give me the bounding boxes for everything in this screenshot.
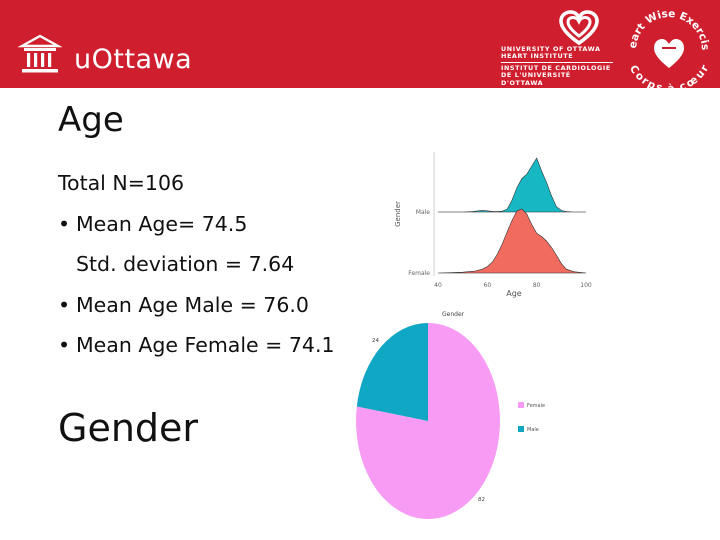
gender-pie-chart: Gender 82 24 Female Male	[356, 311, 545, 519]
density-area-female	[437, 208, 587, 274]
pie-slice-male	[356, 323, 428, 421]
bullet-mean-age-female: • Mean Age Female = 74.1	[58, 325, 335, 366]
ridge-category-label-male: Male	[416, 209, 431, 216]
bullet-icon: •	[58, 292, 71, 317]
heart-institute-text: UNIVERSITY OF OTTAWA HEART INSTITUTE INS…	[501, 45, 613, 87]
ridge-x-tick-label: 60	[484, 282, 492, 289]
uottawa-building-icon	[18, 34, 62, 73]
std-deviation: Std. deviation = 7.64	[58, 244, 335, 285]
pie-slice-female	[356, 323, 501, 519]
legend-label-male: Male	[527, 427, 539, 433]
gender-heading: Gender	[58, 406, 199, 450]
mean-age-text: Mean Age= 74.5	[76, 211, 248, 236]
pie-value-label-male: 24	[372, 338, 379, 344]
age-density-ridge-chart: Gender Age Male Female 40 60 80 100	[394, 152, 592, 298]
institute-line-en-2: HEART INSTITUTE	[501, 52, 574, 61]
heart-hand-icon	[654, 39, 684, 68]
ridge-x-tick-label: 40	[434, 282, 442, 289]
legend-label-female: Female	[527, 403, 545, 409]
ridge-marks: Male Female 40 60 80 100	[408, 157, 592, 289]
bullet-icon: •	[58, 333, 71, 357]
mean-age-female-text: Mean Age Female = 74.1	[76, 333, 335, 357]
university-name: uOttawa	[74, 44, 193, 75]
total-n: Total N=106	[58, 171, 185, 195]
age-heading: Age	[58, 100, 124, 140]
legend-swatch-male	[518, 426, 524, 432]
mean-age-male-text: Mean Age Male = 76.0	[76, 292, 309, 317]
institute-line-fr-1: INSTITUT DE CARDIOLOGIE	[501, 63, 611, 72]
bullet-icon: •	[58, 211, 71, 236]
bullet-mean-age: • Mean Age= 74.5	[58, 204, 335, 245]
pie-title: Gender	[442, 311, 465, 318]
header-banner: uOttawa UNIVERSITY OF OTTAWA HEART INSTI…	[0, 0, 720, 88]
institute-line-fr-2: DE L'UNIVERSITÉ D'OTTAWA	[501, 71, 571, 87]
ridge-y-axis-label: Gender	[394, 201, 402, 227]
ridge-x-tick-label: 80	[533, 282, 541, 289]
bullet-mean-age-male: • Mean Age Male = 76.0	[58, 285, 335, 326]
age-statistics: Total N=106 • Mean Age= 74.5 Std. deviati…	[58, 163, 335, 366]
institute-divider	[501, 61, 613, 63]
heart-institute-logo-icon	[559, 10, 599, 46]
pie-marks: 82 24 Female Male	[356, 323, 545, 519]
legend-swatch-female	[518, 402, 524, 408]
heart-wise-exercise-badge: Heart Wise Exercise Corps à cœur	[626, 6, 712, 88]
pie-value-label-female: 82	[478, 497, 485, 503]
ridge-x-axis-label: Age	[506, 289, 522, 298]
std-deviation-text: Std. deviation = 7.64	[76, 252, 295, 276]
institute-line-en-1: UNIVERSITY OF OTTAWA	[501, 45, 601, 53]
density-area-male	[438, 157, 586, 213]
ridge-x-tick-label: 100	[580, 282, 592, 289]
ridge-category-label-female: Female	[408, 270, 430, 277]
